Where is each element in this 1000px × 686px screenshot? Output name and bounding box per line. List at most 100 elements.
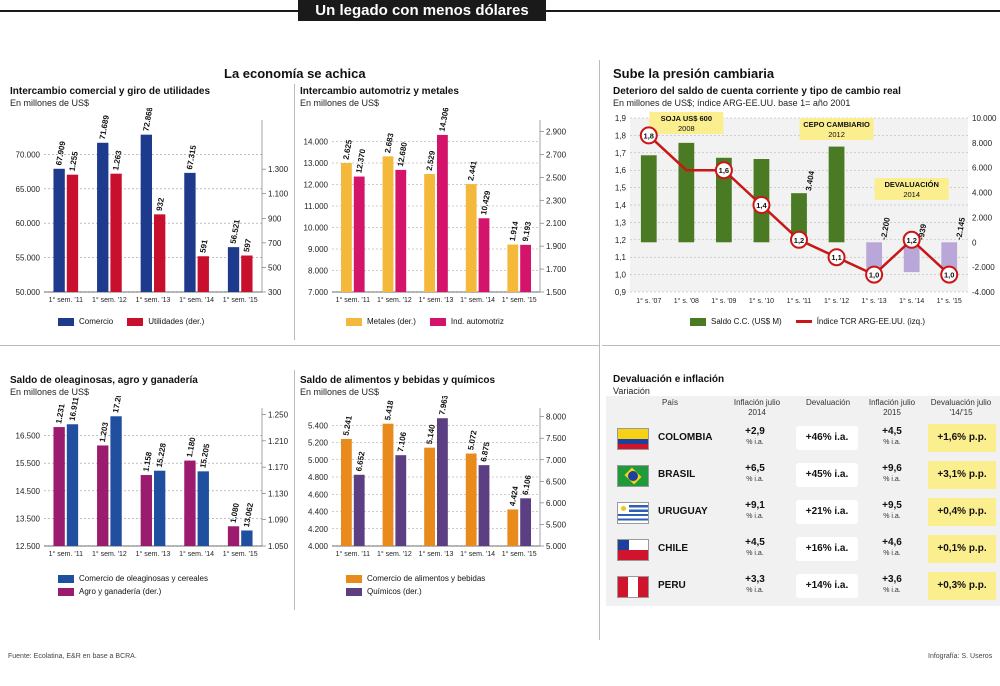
line-data-label: 1,8 xyxy=(644,131,654,140)
left-tick-label: 15.500 xyxy=(16,459,41,468)
table-title: Devaluación e inflación xyxy=(613,374,725,385)
right-tick-label: 6.000 xyxy=(546,499,567,508)
inflation-2015: +9,5% i.a. xyxy=(882,500,902,520)
left-tick-label: 12.500 xyxy=(16,542,41,551)
country-name: BRASIL xyxy=(658,469,696,480)
bar xyxy=(241,530,253,546)
table-row: URUGUAY +9,1% i.a. +21% i.a. +9,5% i.a. +0,4… xyxy=(612,498,996,526)
devaluation-2015: +0,3% p.p. xyxy=(937,580,987,591)
right-tick-label: 1.900 xyxy=(546,242,567,251)
category-label: 1° sem. '11 xyxy=(49,296,83,304)
left-tick-label: 4.000 xyxy=(308,542,329,551)
table-row: COLOMBIA +2,9% i.a. +46% i.a. +4,5% i.a. +1,… xyxy=(612,424,996,452)
chart1-subtitle: En millones de US$ xyxy=(10,98,90,108)
data-label: 2.625 xyxy=(341,139,353,161)
data-label: 2.529 xyxy=(425,150,437,172)
right-tick-label: 7.500 xyxy=(546,434,567,443)
flag-icon-uruguay xyxy=(617,502,649,524)
table-row: BRASIL +6,5% i.a. +45% i.a. +9,6% i.a. +3,1%… xyxy=(612,461,996,489)
bar xyxy=(66,424,79,546)
bar xyxy=(437,134,448,292)
devaluation-pill xyxy=(796,500,858,524)
bar xyxy=(353,176,365,292)
left-tick-label: 14.500 xyxy=(16,487,41,496)
devaluation-pill xyxy=(796,537,858,561)
table-row: CHILE +4,5% i.a. +16% i.a. +4,6% i.a. +0,1% … xyxy=(612,535,996,563)
right-tick-label: 1.250 xyxy=(268,411,289,420)
legend-label: Metales (der.) xyxy=(367,317,416,326)
category-label: 1° sem. '14 xyxy=(179,296,214,304)
bar xyxy=(110,416,122,546)
vertical-divider-bottom xyxy=(294,370,295,610)
bar-data-label: -939 xyxy=(917,223,929,241)
left-tick-label: 1,7 xyxy=(615,149,627,158)
data-label: 16.911 xyxy=(68,396,81,422)
left-tick-label: 60.000 xyxy=(16,219,41,228)
right-tick-label: 1.170 xyxy=(268,463,289,472)
left-tick-label: 16.500 xyxy=(16,432,41,441)
inflation-2015: +4,6% i.a. xyxy=(882,537,902,557)
devaluation-2015: +0,1% p.p. xyxy=(937,543,987,554)
category-label: 1° s. '08 xyxy=(674,297,699,305)
bar xyxy=(184,460,196,546)
category-label: 1° s. '10 xyxy=(749,297,774,305)
chart4-subtitle: En millones de US$ xyxy=(300,387,380,397)
legend-label: Comercio xyxy=(79,317,114,326)
annotation-text: DEVALUACIÓN xyxy=(884,180,938,189)
col-header-dev2: Devaluación julio '14/'15 xyxy=(930,398,992,417)
annotation-sub: 2012 xyxy=(828,130,845,139)
bar xyxy=(395,169,407,292)
left-tick-label: 9.000 xyxy=(308,245,329,254)
bar xyxy=(866,242,882,270)
chart2-subtitle: En millones de US$ xyxy=(300,98,380,108)
line-data-label: 1,0 xyxy=(944,271,954,280)
bar xyxy=(507,509,519,546)
right-tick-label: 300 xyxy=(268,288,282,297)
left-tick-label: 4.200 xyxy=(308,525,329,534)
right-tick-label: 900 xyxy=(268,214,282,223)
data-label: 932 xyxy=(155,196,166,211)
right-tick-label: 1.130 xyxy=(268,489,289,498)
table-subtitle: Variación xyxy=(613,386,650,396)
devaluation-2015: +1,6% p.p. xyxy=(937,432,987,443)
devaluation-highlight xyxy=(928,461,996,489)
data-label: 72.868 xyxy=(141,108,154,132)
bar xyxy=(197,256,209,292)
line-data-label: 1,4 xyxy=(756,201,767,210)
legend-swatch-agro xyxy=(58,587,74,596)
category-label: 1° s. '09 xyxy=(711,297,736,305)
chart3-svg: 16.500 15.500 14.500 13.500 12.500 1.250 1.210… xyxy=(16,396,289,558)
bar xyxy=(465,453,477,546)
left-tick-label: 50.000 xyxy=(16,288,41,297)
left-tick-label: 0,9 xyxy=(615,288,627,297)
bar xyxy=(382,156,394,292)
flag-icon-peru xyxy=(617,576,649,598)
category-label: 1° sem. '12 xyxy=(377,550,412,558)
legend-swatch-alimentos xyxy=(346,574,362,583)
left-tick-label: 1,8 xyxy=(615,131,627,140)
bar xyxy=(382,423,394,546)
line-marker xyxy=(790,230,808,249)
inflation-2014: +4,5% i.a. xyxy=(745,537,765,557)
data-label: 12.680 xyxy=(396,141,409,167)
bar xyxy=(53,427,65,546)
legend-swatch-metales xyxy=(346,317,362,326)
table-row: PERU +3,3% i.a. +14% i.a. +3,6% i.a. +0,3% p… xyxy=(612,572,996,600)
banner-title: Un legado con menos dólares xyxy=(298,0,546,21)
bar xyxy=(66,174,79,292)
left-tick-label: 14.000 xyxy=(304,138,329,147)
country-name: CHILE xyxy=(658,543,688,554)
inflation-2015: +3,6% i.a. xyxy=(882,574,902,594)
bar xyxy=(140,134,152,292)
legend-swatch-oleaginosas xyxy=(58,574,74,583)
category-label: 1° s. '14 xyxy=(899,297,924,305)
category-label: 1° sem. '15 xyxy=(502,550,537,558)
category-label: 1° sem. '13 xyxy=(136,550,171,558)
annotation-sub: 2008 xyxy=(678,124,695,133)
data-label: 597 xyxy=(242,238,253,253)
chart3-legend: Comercio de oleaginosas y cereales Agro … xyxy=(58,572,208,598)
data-label: 10.429 xyxy=(479,189,492,215)
bar xyxy=(154,214,166,292)
line-marker xyxy=(714,161,733,180)
devaluation-2015: +3,1% p.p. xyxy=(937,469,987,480)
